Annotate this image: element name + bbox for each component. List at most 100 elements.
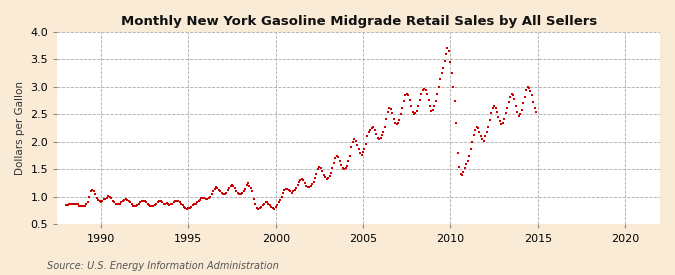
Point: [200, 196, 211, 201]
Point: [484, 118, 495, 122]
Point: [389, 120, 400, 125]
Point: [314, 164, 325, 169]
Point: [323, 175, 333, 180]
Point: [342, 163, 352, 168]
Point: [285, 189, 296, 194]
Point: [400, 93, 410, 97]
Point: [209, 186, 220, 191]
Point: [436, 71, 447, 75]
Point: [479, 139, 489, 143]
Point: [265, 203, 275, 207]
Point: [225, 184, 236, 188]
Point: [460, 166, 470, 170]
Point: [327, 166, 338, 170]
Point: [407, 109, 418, 114]
Point: [251, 206, 262, 210]
Point: [518, 101, 529, 106]
Point: [217, 190, 227, 195]
Point: [516, 108, 527, 112]
Point: [189, 202, 200, 206]
Point: [260, 200, 271, 205]
Point: [237, 191, 248, 195]
Point: [111, 202, 122, 206]
Point: [298, 178, 308, 183]
Point: [242, 181, 253, 185]
Point: [179, 205, 190, 209]
Point: [456, 173, 467, 177]
Point: [94, 199, 105, 203]
Point: [61, 203, 72, 207]
Point: [81, 202, 92, 206]
Point: [375, 135, 386, 140]
Point: [211, 185, 221, 189]
Point: [458, 170, 469, 174]
Point: [70, 201, 80, 206]
Point: [369, 128, 380, 132]
Point: [261, 200, 272, 205]
Point: [396, 112, 406, 117]
Point: [171, 199, 182, 203]
Point: [238, 189, 249, 194]
Point: [442, 46, 453, 51]
Point: [97, 199, 108, 204]
Point: [526, 93, 537, 97]
Point: [234, 192, 245, 196]
Point: [192, 200, 202, 205]
Point: [426, 108, 437, 113]
Point: [455, 172, 466, 176]
Point: [435, 76, 446, 81]
Point: [231, 189, 242, 194]
Point: [90, 192, 101, 196]
Point: [394, 118, 405, 122]
Point: [325, 170, 336, 175]
Point: [404, 97, 415, 102]
Point: [531, 109, 541, 114]
Point: [408, 112, 419, 117]
Point: [432, 91, 443, 96]
Point: [454, 164, 464, 169]
Point: [223, 185, 234, 190]
Point: [520, 87, 531, 92]
Point: [110, 201, 121, 206]
Point: [241, 183, 252, 187]
Point: [437, 65, 448, 70]
Point: [157, 200, 167, 204]
Point: [452, 151, 463, 155]
Point: [365, 128, 376, 132]
Point: [301, 184, 312, 188]
Point: [113, 202, 124, 206]
Point: [254, 206, 265, 210]
Point: [292, 183, 303, 187]
Point: [311, 172, 322, 176]
Point: [116, 200, 127, 205]
Point: [250, 202, 261, 206]
Point: [429, 104, 440, 108]
Point: [295, 178, 306, 183]
Point: [269, 206, 279, 211]
Point: [339, 167, 350, 172]
Point: [381, 117, 392, 121]
Point: [477, 137, 488, 141]
Point: [68, 201, 79, 206]
Point: [140, 200, 151, 205]
Point: [360, 141, 371, 146]
Point: [446, 71, 457, 75]
Point: [425, 104, 435, 108]
Point: [228, 184, 239, 188]
Point: [115, 201, 126, 206]
Point: [414, 97, 425, 102]
Point: [451, 120, 462, 125]
Point: [91, 196, 102, 200]
Point: [134, 201, 144, 206]
Point: [355, 151, 366, 155]
Point: [105, 195, 115, 199]
Point: [272, 203, 283, 207]
Point: [190, 201, 201, 206]
Point: [215, 189, 225, 194]
Point: [352, 142, 362, 147]
Point: [306, 182, 317, 186]
Point: [160, 201, 171, 206]
Point: [125, 200, 136, 205]
Point: [128, 204, 138, 208]
Point: [186, 205, 196, 209]
